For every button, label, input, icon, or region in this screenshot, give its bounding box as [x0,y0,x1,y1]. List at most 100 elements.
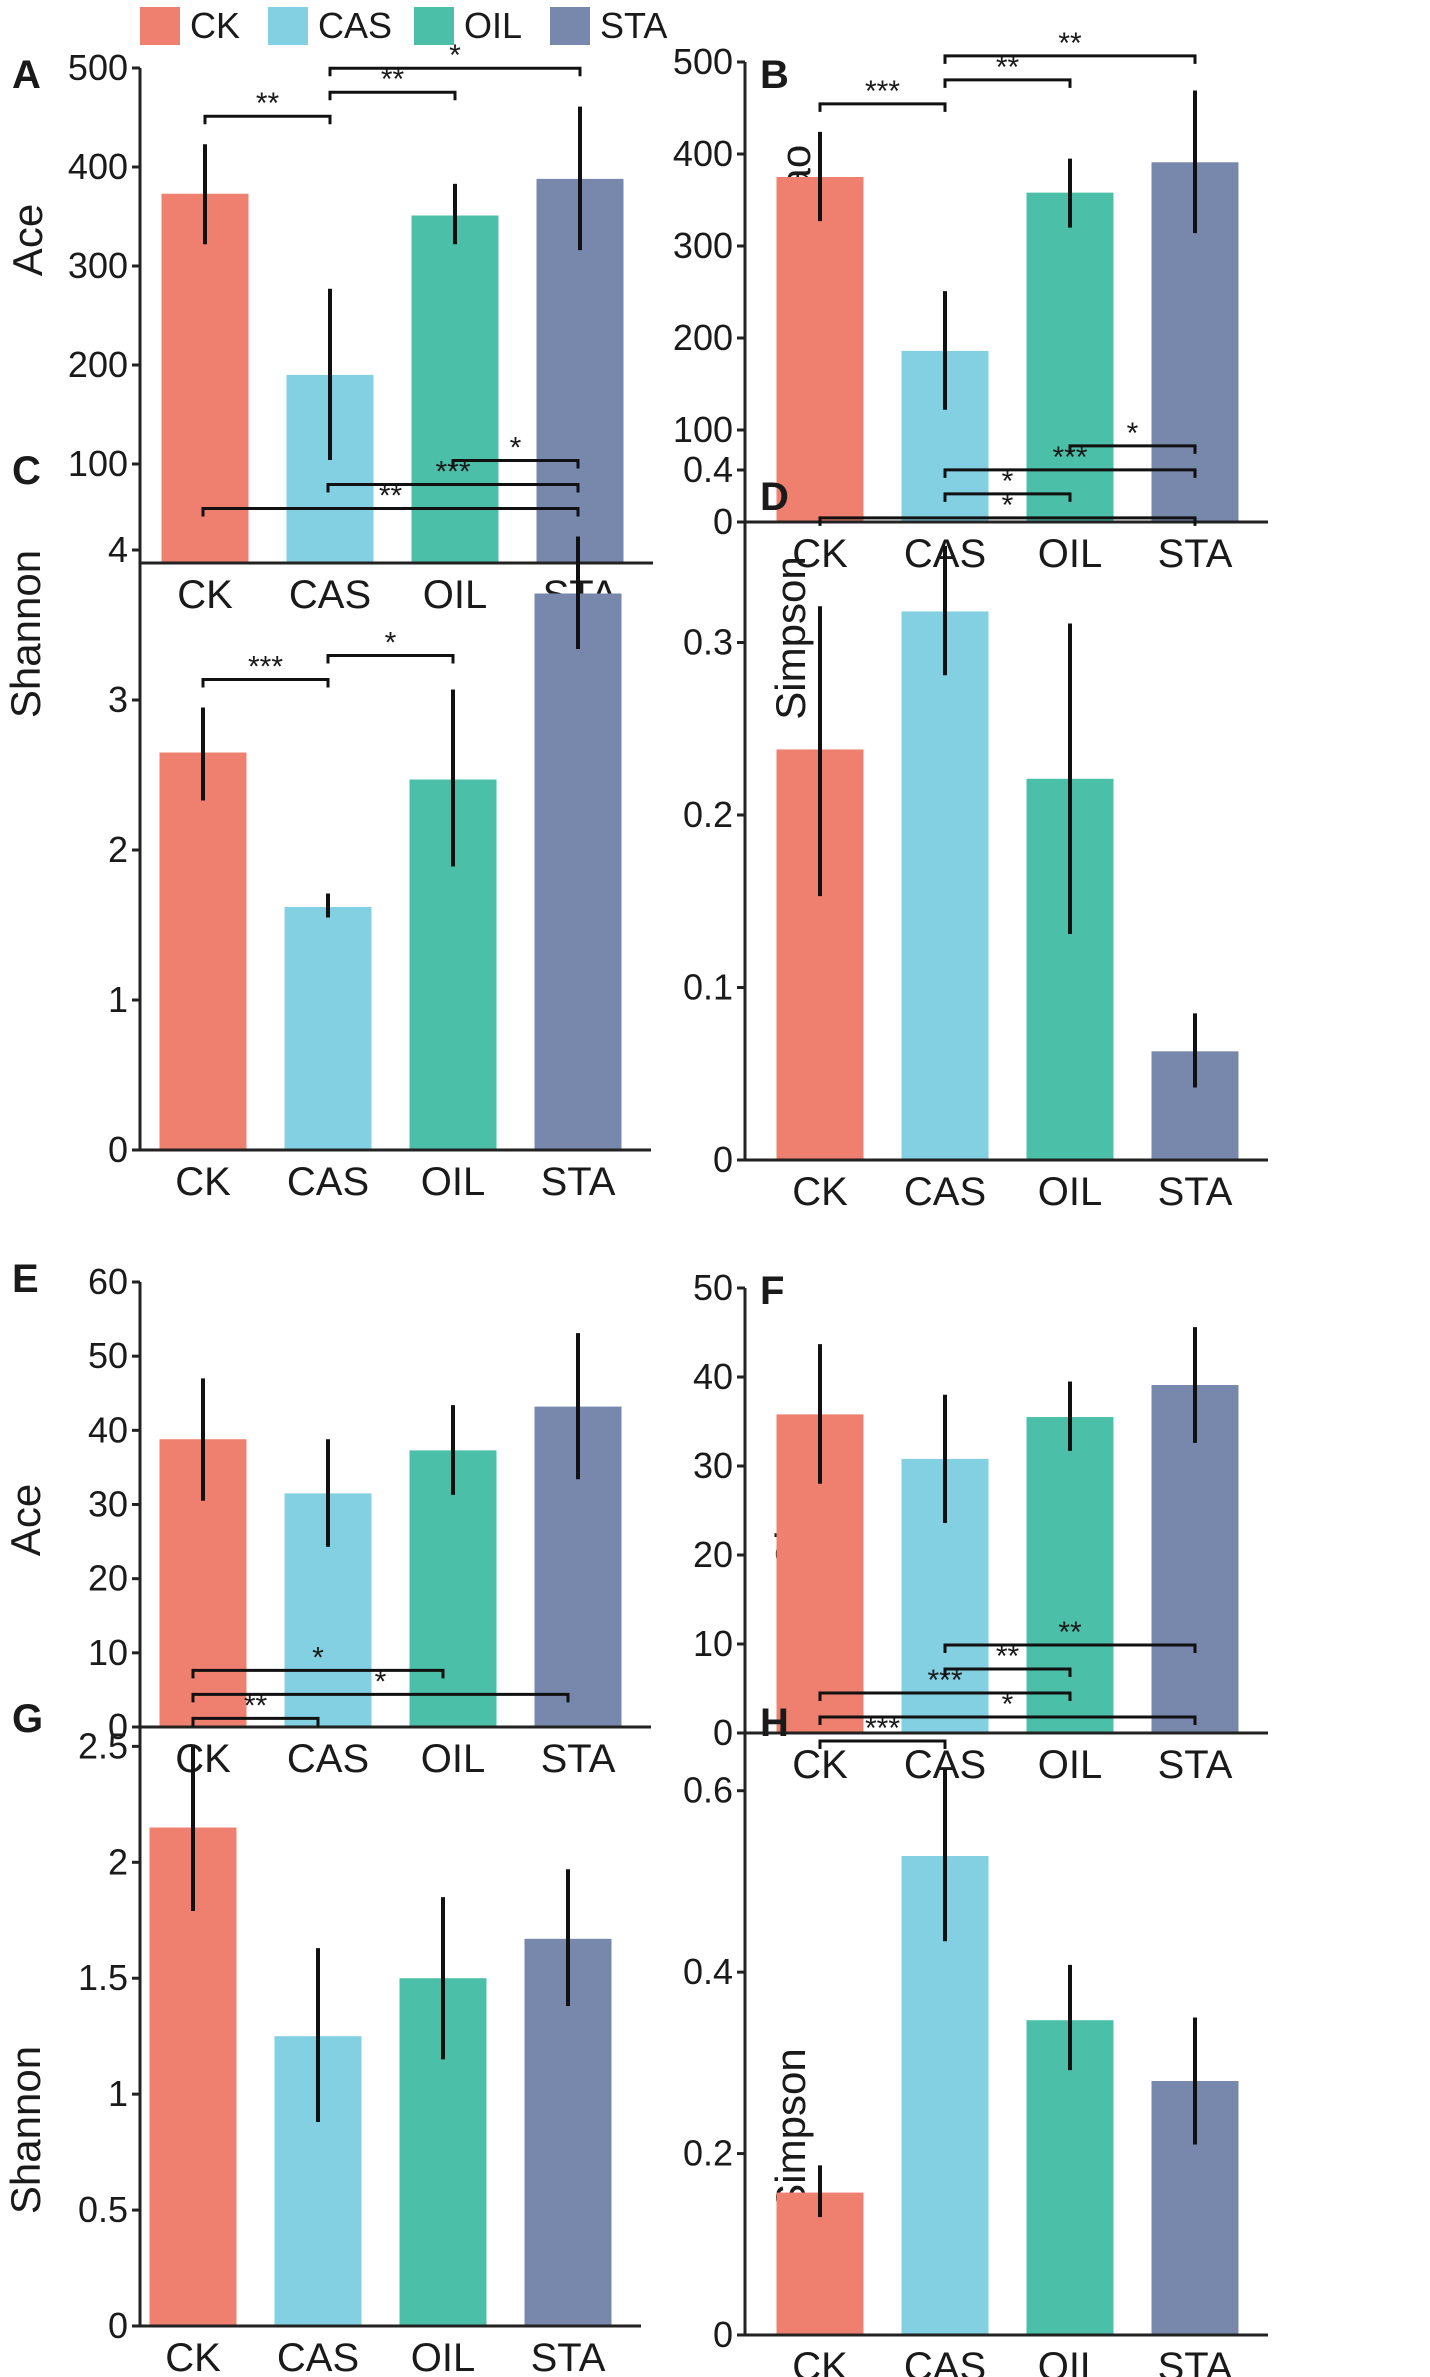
panel-f-ytick-label: 50 [693,1267,733,1308]
panel-b-ytick-label: 200 [673,317,733,358]
panel-e-ytick-label: 0 [108,1706,128,1747]
panel-e-ytick-label: 20 [88,1558,128,1599]
panel-h-letter: H [760,1701,789,1745]
panel-g-ytick-label: 0.5 [78,2189,128,2230]
panel-d-significance-bracket-4 [1068,444,1197,454]
panel-d-significance-bracket-1 [818,516,1197,526]
panel-d-letter: D [760,475,789,519]
panel-c-significance-bracket-5 [451,459,580,469]
panel-a-significance-bracket-1 [203,114,332,125]
panel-h-xtick-oil: OIL [1038,2345,1102,2377]
panel-b-ytick-label: 300 [673,225,733,266]
panel-a-significance-label-2: ** [381,63,405,96]
panel-c-ytick-label: 2 [108,829,128,870]
panel-a-significance-bracket-2 [328,90,457,101]
panel-a-letter: A [12,53,41,97]
panel-f-xtick-sta: STA [1158,1743,1233,1787]
panel-c-ytick-label: 4 [108,529,128,570]
panel-b-ytick-label: 100 [673,409,733,450]
panel-b-significance-label-3: ** [1058,27,1082,60]
panel-h-xtick-cas: CAS [904,2345,986,2377]
panel-c-significance-bracket-1 [201,678,330,688]
panel-b-bar-oil [1026,192,1114,522]
panel-a-ytick-label: 300 [68,245,128,286]
panel-b-xtick-ck: CK [792,532,848,576]
panel-h-significance-label-4: ** [996,1640,1020,1673]
panel-g-significance-bracket-3 [191,1668,445,1679]
panel-a-xtick-oil: OIL [423,573,487,617]
panel-g-ytick-label: 0 [108,2305,128,2346]
panel-g-xtick-ck: CK [165,2336,221,2377]
panel-b-ytick-label: 500 [673,41,733,82]
panel-d-significance-label-2: * [1002,465,1014,498]
panel-e-xtick-ck: CK [175,1737,231,1781]
panel-g-ytick-label: 1.5 [78,1957,128,1998]
panel-c-ytick-label: 3 [108,679,128,720]
panel-f-ytick-label: 0 [713,1712,733,1753]
panel-d-bar-cas [901,611,989,1160]
panel-g-significance-bracket-2 [191,1692,570,1703]
panel-b-significance-bracket-3 [943,54,1197,64]
panel-d-significance-bracket-2 [943,492,1072,502]
panel-c-xtick-oil: OIL [421,1160,485,1204]
panel-h-ylabel: Simpson [767,2048,814,2211]
panel-h-ytick-label: 0.6 [683,1770,733,1811]
panel-g-significance-label-3: * [312,1641,324,1674]
panel-g-ytick-label: 1 [108,2073,128,2114]
panel-b-bar-ck [776,177,864,522]
panel-e-xtick-oil: OIL [421,1737,485,1781]
panel-e-ytick-label: 40 [88,1409,128,1450]
panel-c-ytick-label: 1 [108,979,128,1020]
panel-h-significance-bracket-1 [818,1739,947,1749]
panel-c-significance-bracket-3 [201,507,580,517]
panel-a-ylabel: Ace [4,204,51,276]
legend-label-cas: CAS [318,5,393,46]
panel-d-significance-bracket-3 [943,468,1197,478]
panel-d-significance-label-4: * [1127,417,1139,450]
panel-f-ytick-label: 30 [693,1445,733,1486]
panel-d-ytick-label: 0.1 [683,967,733,1008]
panel-h-significance-label-2: * [1002,1688,1014,1721]
panel-d-xtick-oil: OIL [1038,1170,1102,1214]
panel-h-significance-bracket-3 [818,1691,1072,1701]
panel-b-significance-bracket-1 [818,102,947,112]
panel-g-ytick-label: 2 [108,1841,128,1882]
panel-h-significance-bracket-4 [943,1667,1072,1677]
panel-d-ylabel: Simpson [767,556,814,719]
panel-e-xtick-sta: STA [541,1737,616,1781]
legend-label-oil: OIL [464,5,523,46]
panel-a-xtick-cas: CAS [289,573,371,617]
panel-e-xtick-cas: CAS [287,1737,369,1781]
panel-d-ytick-label: 0.3 [683,622,733,663]
panel-b-xtick-sta: STA [1158,532,1233,576]
panel-d-ytick-label: 0.2 [683,794,733,835]
panel-a-bar-oil [411,215,499,563]
panel-f-ytick-label: 20 [693,1534,733,1575]
legend-label-ck: CK [190,5,241,46]
legend-swatch-sta [550,7,590,45]
panel-c-significance-label-3: ** [379,480,403,513]
panel-a-ytick-label: 200 [68,344,128,385]
panel-h-ytick-label: 0 [713,2314,733,2355]
panel-h-significance-bracket-2 [818,1715,1197,1725]
panel-d-ytick-label: 0.4 [683,449,733,490]
panel-g-significance-bracket-1 [191,1716,320,1727]
panel-c-significance-label-2: * [385,627,397,660]
panel-h-xtick-sta: STA [1158,2345,1233,2377]
legend-swatch-cas [268,7,308,45]
panel-c-xtick-sta: STA [541,1160,616,1204]
panel-g-ytick-label: 2.5 [78,1725,128,1766]
panel-g-significance-label-2: * [375,1665,387,1698]
panel-e-letter: E [12,1257,39,1301]
panel-f-bar-sta [1151,1385,1239,1733]
panel-c-significance-label-5: * [510,432,522,465]
panel-f-ytick-label: 40 [693,1356,733,1397]
panel-f-letter: F [760,1269,784,1313]
legend: CK CAS OIL STA [0,0,1430,50]
panel-a-xtick-ck: CK [177,573,233,617]
panel-e-ylabel: Ace [2,1484,49,1556]
panel-d-significance-label-1: * [1002,489,1014,522]
panel-c-bar-ck [159,752,247,1150]
panel-g-significance-label-1: ** [244,1689,268,1722]
panel-c-letter: C [12,449,41,493]
